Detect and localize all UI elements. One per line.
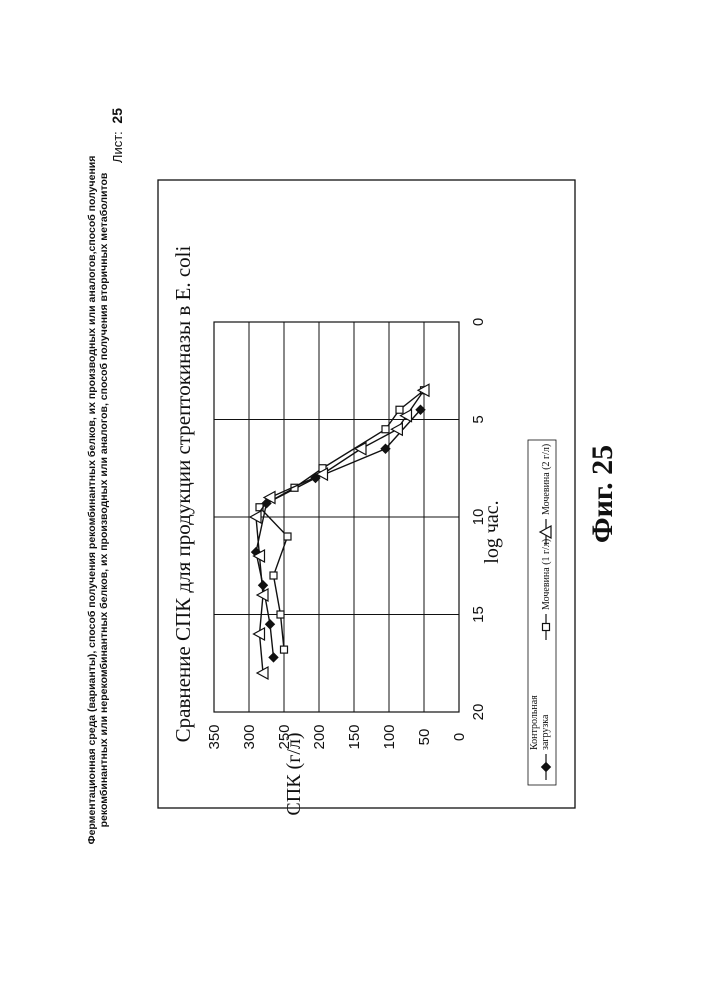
x-tick-label: 5 bbox=[470, 415, 487, 423]
legend-marker bbox=[542, 763, 551, 772]
chart-title: Сравнение СПК для продукции стрептокиназ… bbox=[171, 245, 195, 742]
legend-label: Контрольнаязагрузка bbox=[529, 695, 551, 750]
data-point bbox=[281, 646, 288, 653]
x-tick-label: 15 bbox=[470, 606, 487, 623]
y-tick-label: 100 bbox=[381, 724, 398, 749]
y-tick-label: 50 bbox=[416, 729, 433, 746]
data-point bbox=[270, 572, 277, 579]
figure-label: Фиг. 25 bbox=[586, 445, 619, 543]
x-tick-label: 20 bbox=[470, 704, 487, 721]
legend-marker bbox=[543, 624, 550, 631]
plot-area: 0 5 10 15 20 350 300 250 200 150 100 50 0 bbox=[206, 318, 487, 750]
y-tick-label: 200 bbox=[311, 724, 328, 749]
data-point bbox=[266, 620, 275, 629]
chart-title-group: Сравнение СПК для продукции стрептокиназ… bbox=[171, 245, 195, 742]
header-line-1: Ферментационная среда (варианты), способ… bbox=[86, 156, 98, 845]
chart-frame bbox=[158, 180, 575, 808]
sheet-number: 25 bbox=[109, 108, 125, 124]
y-tick-label: 0 bbox=[451, 733, 468, 741]
sheet-label: Лист: bbox=[110, 131, 125, 163]
data-point bbox=[269, 653, 278, 662]
data-point bbox=[391, 423, 402, 435]
y-tick-label: 350 bbox=[206, 724, 223, 749]
legend: Контрольнаязагрузка Мочевина (1 г/л) Мочев… bbox=[529, 444, 552, 780]
data-point bbox=[254, 628, 265, 640]
y-tick-label: 150 bbox=[346, 724, 363, 749]
sheet-indicator: Лист: 25 bbox=[109, 108, 125, 163]
data-point bbox=[396, 406, 403, 413]
header-line-2: рекомбинантных или нерекомбинантных белк… bbox=[98, 172, 110, 827]
x-tick-label: 10 bbox=[470, 509, 487, 526]
header-block: Ферментационная среда (варианты), способ… bbox=[86, 156, 110, 845]
y-tick-label: 300 bbox=[241, 724, 258, 749]
data-point bbox=[382, 426, 389, 433]
data-point bbox=[250, 511, 261, 523]
figure-label-group: Фиг. 25 bbox=[586, 445, 619, 543]
legend-label: Мочевина (1 г/л) bbox=[541, 539, 552, 610]
legend-label: Мочевина (2 г/л) bbox=[541, 444, 552, 515]
svg-text:Лист: 25: Лист: 25 bbox=[109, 108, 125, 163]
x-tick-label: 0 bbox=[470, 318, 487, 326]
data-point bbox=[284, 533, 291, 540]
data-point bbox=[277, 611, 284, 618]
y-tick-label: 250 bbox=[276, 724, 293, 749]
